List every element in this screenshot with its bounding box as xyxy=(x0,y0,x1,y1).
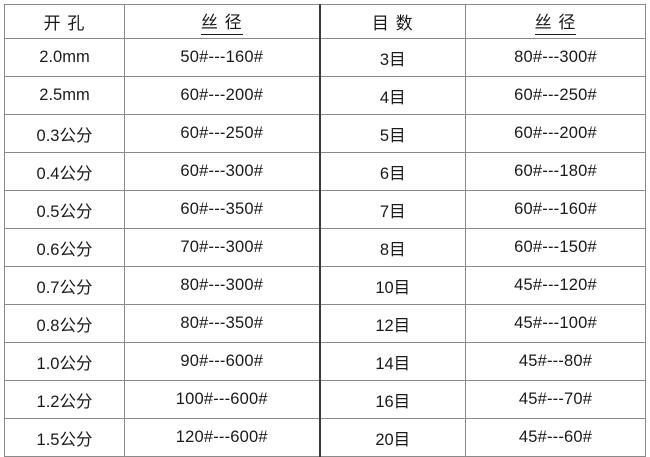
table-row: 0.8公分 80#---350# 12目 45#---100# xyxy=(4,304,646,343)
cell-wire-right: 60#---180# xyxy=(465,152,646,191)
cell-wire-right: 60#---160# xyxy=(465,190,646,229)
cell-mesh: 10目 xyxy=(318,266,466,305)
cell-wire-left: 80#---300# xyxy=(124,266,320,305)
cell-mesh: 8目 xyxy=(318,228,466,267)
cell-mesh: 6目 xyxy=(318,152,466,191)
table-row: 0.5公分 60#---350# 7目 60#---160# xyxy=(4,190,646,229)
cell-aperture: 1.5公分 xyxy=(4,418,125,457)
cell-aperture: 0.5公分 xyxy=(4,190,125,229)
cell-mesh: 20目 xyxy=(318,418,466,457)
header-row: 开 孔 丝 径 目 数 丝 径 xyxy=(4,4,646,39)
cell-wire-left: 100#---600# xyxy=(124,380,320,419)
cell-mesh: 12目 xyxy=(318,304,466,343)
cell-mesh: 16目 xyxy=(318,380,466,419)
cell-wire-right: 45#---80# xyxy=(465,342,646,381)
spec-table-container: 开 孔 丝 径 目 数 丝 径 2.0mm 50#---160# 3目 80#-… xyxy=(4,4,646,457)
specification-table: 开 孔 丝 径 目 数 丝 径 2.0mm 50#---160# 3目 80#-… xyxy=(4,4,646,457)
table-header: 开 孔 丝 径 目 数 丝 径 xyxy=(4,4,646,39)
cell-aperture: 0.8公分 xyxy=(4,304,125,343)
cell-mesh: 5目 xyxy=(318,114,466,153)
cell-mesh: 3目 xyxy=(318,38,466,77)
header-wire-diameter-left-label: 丝 径 xyxy=(200,8,243,35)
cell-wire-left: 60#---300# xyxy=(124,152,320,191)
table-row: 1.2公分 100#---600# 16目 45#---70# xyxy=(4,380,646,419)
header-wire-diameter-right-label: 丝 径 xyxy=(534,8,577,35)
table-row: 0.4公分 60#---300# 6目 60#---180# xyxy=(4,152,646,191)
cell-wire-left: 60#---200# xyxy=(124,76,320,115)
cell-aperture: 1.0公分 xyxy=(4,342,125,381)
cell-aperture: 0.4公分 xyxy=(4,152,125,191)
cell-aperture: 0.6公分 xyxy=(4,228,125,267)
header-mesh-count: 目 数 xyxy=(318,4,466,39)
cell-wire-left: 70#---300# xyxy=(124,228,320,267)
cell-wire-right: 45#---60# xyxy=(465,418,646,457)
header-wire-diameter-left: 丝 径 xyxy=(124,4,320,39)
cell-aperture: 0.7公分 xyxy=(4,266,125,305)
cell-mesh: 7目 xyxy=(318,190,466,229)
cell-aperture: 1.2公分 xyxy=(4,380,125,419)
cell-wire-left: 60#---350# xyxy=(124,190,320,229)
cell-wire-right: 60#---150# xyxy=(465,228,646,267)
cell-wire-left: 50#---160# xyxy=(124,38,320,77)
table-row: 0.3公分 60#---250# 5目 60#---200# xyxy=(4,114,646,153)
cell-mesh: 14目 xyxy=(318,342,466,381)
table-row: 0.7公分 80#---300# 10目 45#---120# xyxy=(4,266,646,305)
table-row: 1.0公分 90#---600# 14目 45#---80# xyxy=(4,342,646,381)
table-row: 0.6公分 70#---300# 8目 60#---150# xyxy=(4,228,646,267)
table-row: 2.0mm 50#---160# 3目 80#---300# xyxy=(4,38,646,77)
cell-aperture: 2.0mm xyxy=(4,38,125,77)
table-body: 2.0mm 50#---160# 3目 80#---300# 2.5mm 60#… xyxy=(4,38,646,457)
cell-aperture: 2.5mm xyxy=(4,76,125,115)
cell-mesh: 4目 xyxy=(318,76,466,115)
table-row: 1.5公分 120#---600# 20目 45#---60# xyxy=(4,418,646,457)
cell-wire-left: 120#---600# xyxy=(124,418,320,457)
cell-wire-left: 90#---600# xyxy=(124,342,320,381)
header-mesh-count-label: 目 数 xyxy=(371,14,414,33)
table-row: 2.5mm 60#---200# 4目 60#---250# xyxy=(4,76,646,115)
cell-wire-right: 60#---250# xyxy=(465,76,646,115)
cell-wire-right: 80#---300# xyxy=(465,38,646,77)
cell-wire-left: 80#---350# xyxy=(124,304,320,343)
cell-wire-right: 45#---70# xyxy=(465,380,646,419)
header-aperture: 开 孔 xyxy=(4,4,125,39)
header-aperture-label: 开 孔 xyxy=(43,14,86,33)
cell-wire-right: 45#---120# xyxy=(465,266,646,305)
cell-wire-right: 45#---100# xyxy=(465,304,646,343)
cell-aperture: 0.3公分 xyxy=(4,114,125,153)
cell-wire-left: 60#---250# xyxy=(124,114,320,153)
cell-wire-right: 60#---200# xyxy=(465,114,646,153)
header-wire-diameter-right: 丝 径 xyxy=(465,4,646,39)
